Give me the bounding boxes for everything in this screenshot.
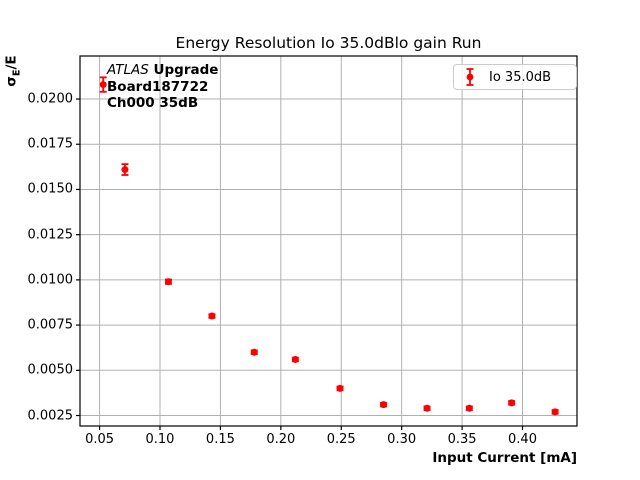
data-point: [208, 312, 216, 320]
data-point: [164, 278, 172, 286]
x-tick-label: 0.20: [266, 432, 296, 447]
y-tick-label: 0.0100: [27, 272, 74, 288]
x-tick-label: 0.30: [387, 432, 417, 447]
y-tick-label: 0.0025: [27, 408, 74, 423]
data-point: [121, 166, 129, 174]
y-axis-label-sigma: σ: [3, 76, 20, 87]
data-point: [380, 401, 388, 409]
annotation-line-2: Board187722: [107, 78, 209, 95]
y-tick-label: 0.0175: [27, 136, 74, 152]
data-point: [291, 355, 299, 363]
y-tick-label: 0.0200: [27, 91, 74, 107]
x-tick-label: 0.40: [508, 432, 537, 447]
axes-spines: [79, 55, 578, 427]
data-point: [551, 408, 559, 416]
x-tick-label: 0.05: [85, 432, 115, 447]
legend: Io 35.0dB: [453, 64, 577, 90]
y-axis-label-subscript: E: [11, 69, 23, 77]
annotation-atlas: ATLAS: [107, 62, 149, 78]
legend-entry-label: Io 35.0dB: [489, 69, 552, 85]
y-tick-label: 0.0150: [27, 181, 74, 197]
data-point: [465, 404, 473, 412]
y-tick-label: 0.0075: [27, 317, 74, 333]
data-point: [423, 404, 431, 412]
legend-errorbar-marker-icon: [466, 68, 474, 86]
data-point: [99, 81, 107, 89]
x-tick-label: 0.15: [205, 432, 235, 447]
y-axis-label: σE/E: [4, 55, 23, 86]
x-tick-label: 0.35: [447, 432, 477, 447]
annotation-upgrade: Upgrade: [148, 62, 219, 78]
y-axis-label-rest: /E: [3, 55, 20, 70]
chart-title: Energy Resolution Io 35.0dBlo gain Run: [175, 34, 482, 52]
annotation-line-3: Ch000 35dB: [107, 95, 199, 111]
y-tick-label: 0.0050: [27, 362, 74, 378]
y-tick-label: 0.0125: [27, 227, 74, 243]
x-axis-label: Input Current [mA]: [432, 450, 577, 466]
annotation-line-1: ATLAS Upgrade: [107, 62, 218, 79]
data-point: [250, 348, 258, 356]
x-tick-label: 0.10: [145, 432, 175, 447]
x-tick-label: 0.25: [326, 432, 356, 447]
data-point: [336, 384, 344, 392]
data-point: [508, 399, 516, 407]
annotation: ATLAS Upgrade Board187722 Ch000 35dB: [107, 62, 218, 112]
